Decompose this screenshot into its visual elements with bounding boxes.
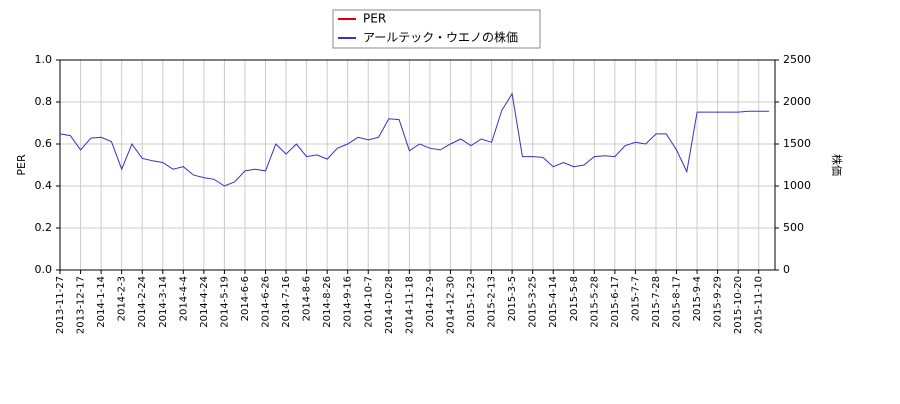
x-tick-label: 2015-7-28 <box>651 276 662 328</box>
x-tick-label: 2015-8-17 <box>672 276 683 328</box>
x-tick-label: 2015-3-5 <box>507 276 518 321</box>
x-tick-label: 2014-7-16 <box>281 276 292 328</box>
x-tick-label: 2015-1-23 <box>466 276 477 328</box>
x-tick-label: 2015-4-14 <box>548 276 559 328</box>
x-tick-label: 2015-9-4 <box>692 276 703 321</box>
x-tick-label: 2014-5-19 <box>219 276 230 328</box>
x-tick-label: 2015-5-8 <box>569 276 580 321</box>
y-tick-label: 1.0 <box>35 53 53 66</box>
x-tick-label: 2015-9-29 <box>713 276 724 328</box>
x-tick-label: 2014-10-28 <box>384 276 395 334</box>
x-tick-label: 2015-5-28 <box>589 276 600 328</box>
x-tick-label: 2014-8-26 <box>322 276 333 328</box>
x-tick-label: 2014-8-6 <box>302 276 313 321</box>
x-tick-label: 2015-6-17 <box>610 276 621 328</box>
x-tick-label: 2013-11-27 <box>55 276 66 334</box>
x-tick-label: 2014-2-24 <box>137 276 148 328</box>
x-tick-label: 2013-12-17 <box>76 276 87 334</box>
x-tick-label: 2014-4-4 <box>178 276 189 321</box>
x-tick-label: 2014-1-14 <box>96 276 107 328</box>
price-line <box>59 92 769 187</box>
x-tick-label: 2014-11-18 <box>404 276 415 334</box>
y-tick-label: 0.8 <box>35 95 53 108</box>
y2-tick-label: 0 <box>783 263 790 276</box>
x-tick-label: 2015-7-7 <box>630 276 641 321</box>
x-tick-label: 2014-10-7 <box>363 276 374 328</box>
y2-tick-label: 1000 <box>783 179 811 192</box>
x-tick-label: 2014-3-14 <box>158 276 169 328</box>
y2-tick-label: 500 <box>783 221 804 234</box>
legend-label: PER <box>363 12 386 26</box>
x-tick-label: 2014-6-26 <box>261 276 272 328</box>
y2-axis-label: 株価 <box>830 154 844 176</box>
y-tick-label: 0.2 <box>35 221 53 234</box>
x-tick-label: 2014-9-16 <box>343 276 354 328</box>
x-tick-label: 2015-2-13 <box>487 276 498 328</box>
x-tick-label: 2014-4-24 <box>199 276 210 328</box>
legend-label: アールテック・ウエノの株価 <box>363 30 518 45</box>
x-tick-label: 2015-3-25 <box>528 276 539 328</box>
y2-tick-label: 2000 <box>783 95 811 108</box>
y2-tick-label: 2500 <box>783 53 811 66</box>
x-tick-label: 2014-6-6 <box>240 276 251 321</box>
y-tick-label: 0.4 <box>35 179 53 192</box>
x-tick-label: 2014-12-30 <box>445 276 456 334</box>
x-tick-label: 2015-11-10 <box>754 276 765 334</box>
y-tick-label: 0.6 <box>35 137 53 150</box>
plot-frame <box>59 59 776 271</box>
y2-tick-label: 1500 <box>783 137 811 150</box>
x-tick-label: 2014-2-3 <box>117 276 128 321</box>
x-tick-label: 2015-10-20 <box>733 276 744 334</box>
y-axis-label: PER <box>15 154 28 176</box>
legend-box <box>332 9 541 49</box>
x-tick-label: 2014-12-9 <box>425 276 436 328</box>
y-tick-label: 0.0 <box>35 263 53 276</box>
